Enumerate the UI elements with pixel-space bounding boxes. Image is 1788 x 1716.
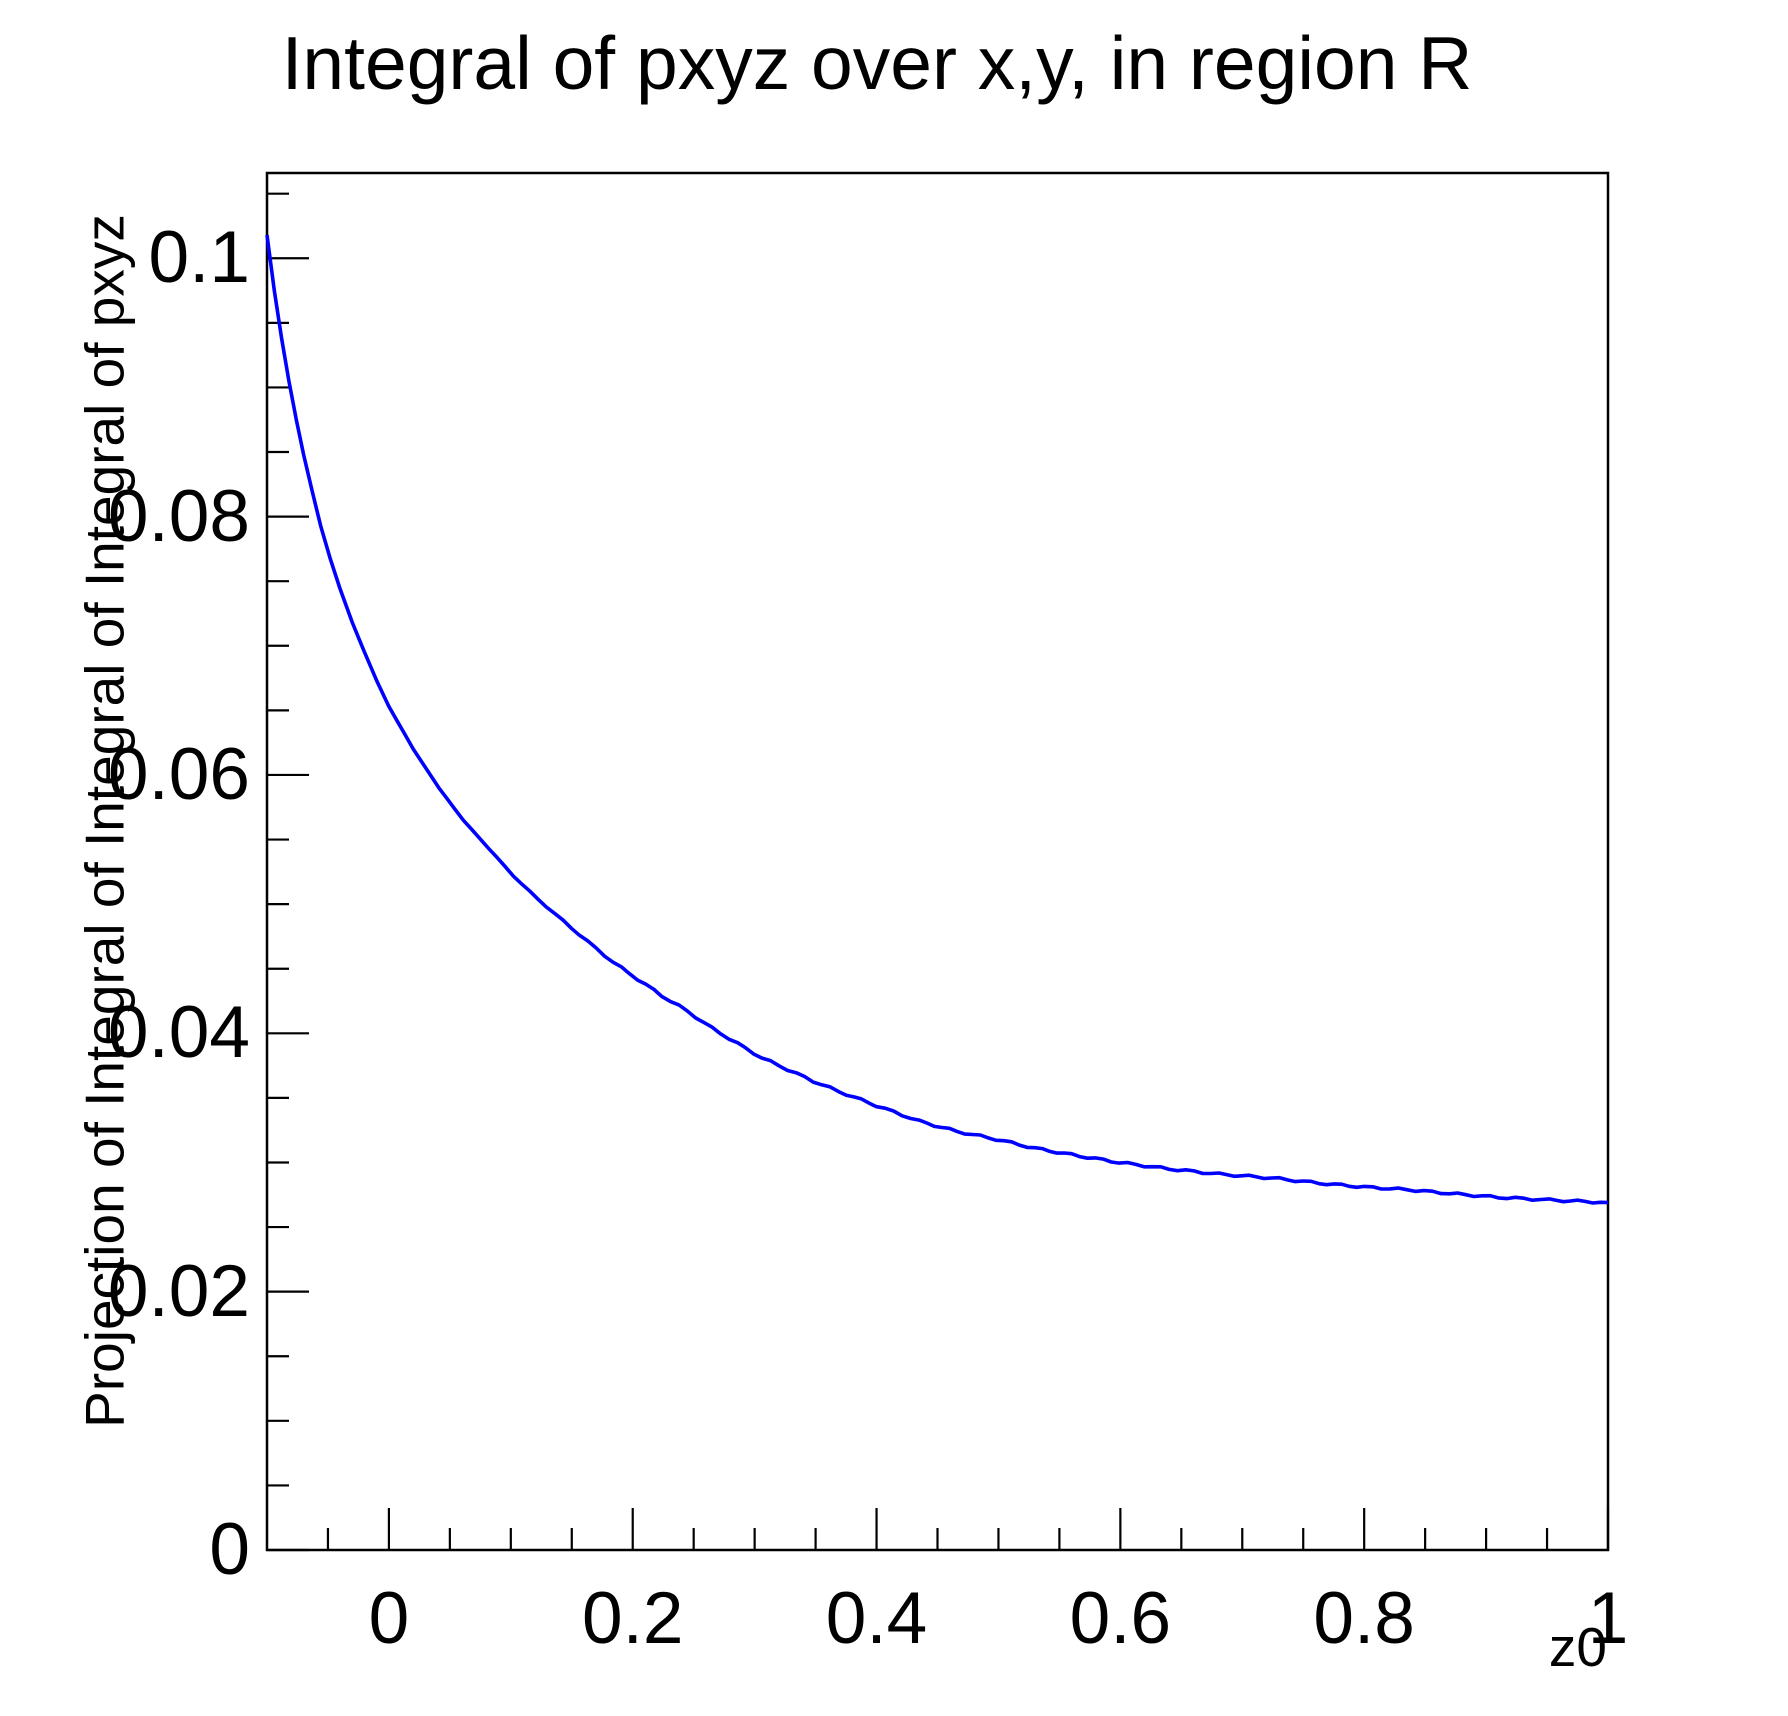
x-axis-title: z0 <box>1548 1616 1607 1678</box>
x-tick-label: 0.6 <box>1069 1578 1172 1659</box>
plot-frame <box>265 171 1610 1552</box>
data-curve <box>265 234 1609 1205</box>
y-tick-label: 0.02 <box>107 1250 250 1332</box>
x-tick-label: 0 <box>368 1578 410 1659</box>
y-tick-label: 0.1 <box>148 217 250 299</box>
x-tick-label: 0.4 <box>825 1578 928 1659</box>
y-tick-label: 0 <box>209 1508 250 1590</box>
y-tick-label: 0.06 <box>107 733 250 815</box>
y-axis-title: Projection of Integral of Integral of In… <box>73 214 136 1428</box>
y-tick-label: 0.04 <box>107 992 250 1074</box>
chart-title: Integral of pxyz over x,y, in region R <box>281 21 1473 105</box>
x-tick-label: 1 <box>1587 1578 1629 1659</box>
x-tick-label: 0.2 <box>581 1578 684 1659</box>
x-tick-label: 0.8 <box>1313 1578 1415 1659</box>
y-tick-label: 0.08 <box>107 475 250 557</box>
axis-ticks <box>267 192 1610 1552</box>
